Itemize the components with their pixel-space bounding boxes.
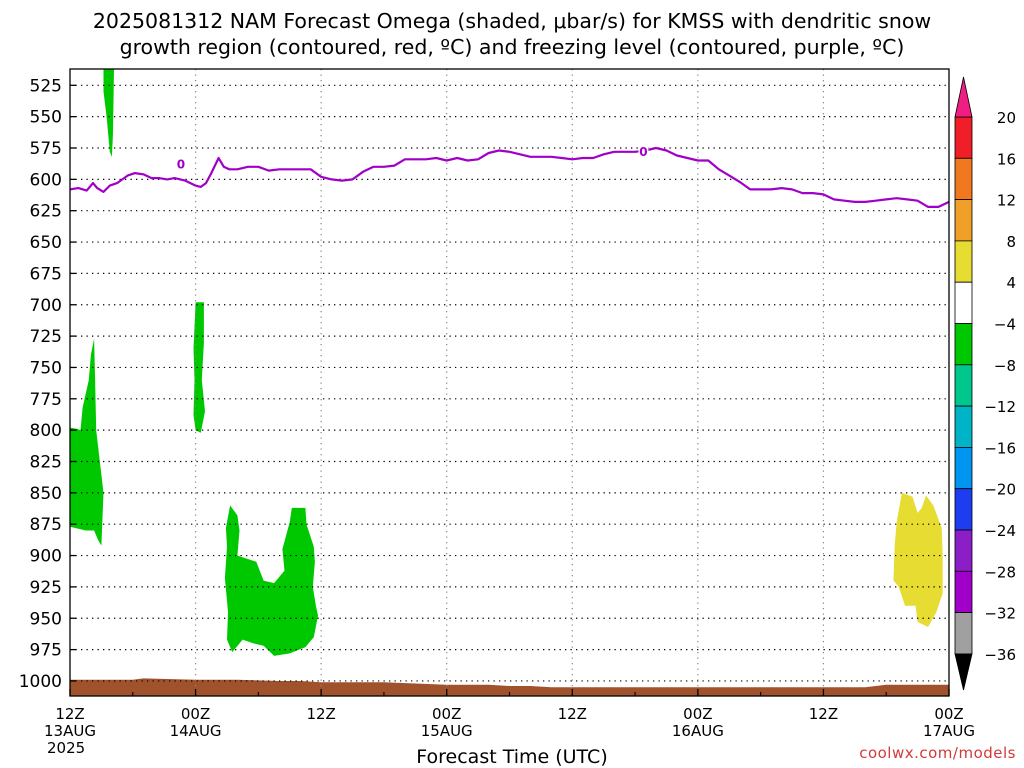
x-tick-label-60-1: 00Z [683,705,712,723]
colorbar-segment-6 [954,323,973,366]
ground-fill [70,678,949,696]
colorbar-top-arrow [954,76,973,118]
colorbar-segment-5 [954,281,973,324]
x-tick-label-0-1: 12Z [55,705,84,723]
y-tick-label-675: 675 [30,264,62,284]
omega-region-1 [103,69,114,157]
colorbar-label-11: −24 [984,522,1016,540]
colorbar-bottom-arrow [954,653,973,691]
x-tick-label-24-1: 12Z [306,705,335,723]
y-tick-label-850: 850 [30,484,62,504]
y-tick-label-725: 725 [30,327,62,347]
x-tick-label-0-2: 13AUG [44,722,96,740]
colorbar-segment-9 [954,446,973,490]
y-tick-label-950: 950 [30,609,62,629]
x-tick-label-0-3: 2025 [47,739,85,757]
y-tick-label-875: 875 [30,515,62,535]
y-tick-label-750: 750 [30,358,62,378]
freezing-label-bg-2 [638,144,649,158]
freezing-label-bg-1 [175,157,186,171]
y-tick-label-900: 900 [30,547,62,567]
colorbar-segment-10 [954,488,973,531]
y-tick-label-650: 650 [30,233,62,253]
credit-text: coolwx.com/models [859,744,1016,762]
y-tick-label-700: 700 [30,296,62,316]
omega-region-3 [193,302,205,433]
colorbar-label-8: −12 [984,398,1016,416]
y-tick-label-625: 625 [30,202,62,222]
colorbar-segment-1 [954,116,973,159]
x-tick-label-12-1: 00Z [181,705,210,723]
colorbar-segment-2 [954,157,973,201]
colorbar-label-6: −4 [994,316,1016,334]
colorbar-label-14: −36 [984,646,1016,664]
freezing-level-label-1: 0 [177,157,185,171]
contour-layer: 00 [70,144,949,208]
colorbar-segment-4 [954,240,973,283]
colorbar-label-13: −32 [984,605,1016,623]
colorbar-segment-7 [954,364,973,407]
chart-title-line-2: growth region (contoured, red, ºC) and f… [119,35,905,59]
plot-fill-layer [70,69,949,696]
x-tick-label-36-1: 00Z [432,705,461,723]
colorbar-segment-12 [954,570,973,613]
colorbar-label-12: −28 [984,563,1016,581]
x-tick-label-60-2: 16AUG [672,722,724,740]
x-axis-label: Forecast Time (UTC) [416,746,608,768]
colorbar-segment-8 [954,405,973,448]
colorbar-label-10: −20 [984,481,1016,499]
omega-region-4 [224,505,318,656]
x-tick-label-36-2: 15AUG [421,722,473,740]
y-tick-label-600: 600 [30,170,62,190]
y-tick-label-525: 525 [30,76,62,96]
y-tick-label-925: 925 [30,578,62,598]
colorbar-label-4: 8 [1006,233,1016,251]
x-tick-label-12-2: 14AUG [170,722,222,740]
x-tick-label-48-1: 12Z [558,705,587,723]
y-tick-label-775: 775 [30,390,62,410]
x-tick-label-84-2: 17AUG [923,722,975,740]
omega-region-2 [70,338,104,546]
grid-layer [70,69,949,696]
x-tick-label-84-1: 00Z [934,705,963,723]
x-tick-label-72-1: 12Z [809,705,838,723]
freezing-level-line [70,146,949,208]
colorbar-label-2: 16 [997,150,1016,168]
axes-layer: 525 550 575 600 625 650 675 700 725 750 775 800 825 8… [19,76,975,757]
y-tick-label-825: 825 [30,453,62,473]
y-tick-label-575: 575 [30,139,62,159]
colorbar-segment-11 [954,529,973,572]
colorbar: 20 16 12 8 4 −4 −8 −12 −16 −20 −24 −28 −32 −36 [954,76,1016,691]
colorbar-label-9: −16 [984,439,1016,457]
freezing-level-label-2: 0 [639,145,647,159]
y-tick-label-975: 975 [30,641,62,661]
omega-region-5 [893,492,943,627]
chart-title-line-1: 2025081312 NAM Forecast Omega (shaded, μ… [92,9,932,33]
y-tick-label-1000: 1000 [19,672,62,692]
colorbar-segment-3 [954,199,973,242]
colorbar-label-5: 4 [1006,274,1016,292]
colorbar-segment-13 [954,612,973,655]
colorbar-label-7: −8 [994,357,1016,375]
y-tick-label-550: 550 [30,108,62,128]
colorbar-label-1: 20 [997,109,1016,127]
colorbar-label-3: 12 [997,192,1016,210]
y-tick-label-800: 800 [30,421,62,441]
